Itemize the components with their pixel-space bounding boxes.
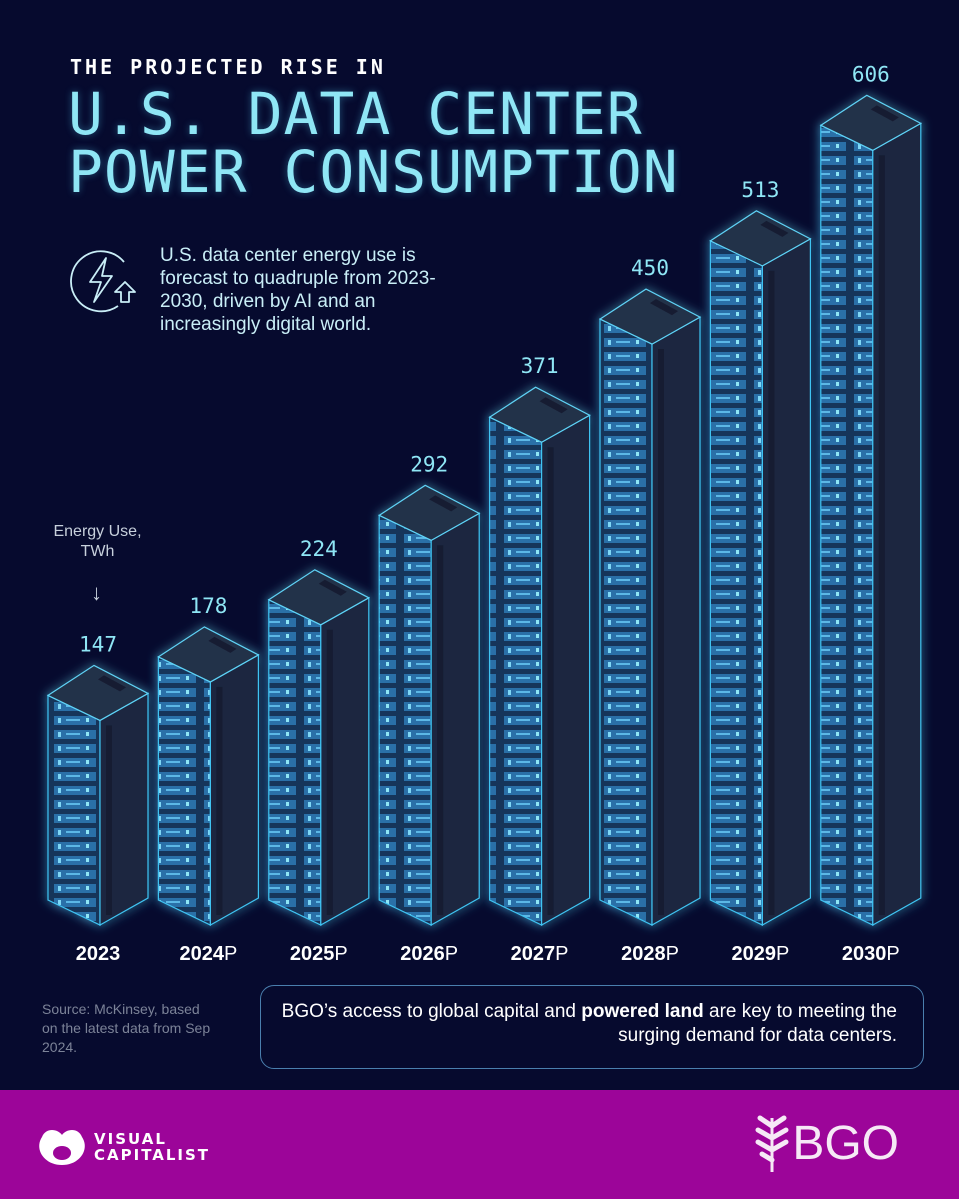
rack-front-face: [47, 694, 101, 926]
rack-top-vent: [760, 220, 789, 237]
bar-2025P: [267, 569, 371, 927]
page-title: U.S. DATA CENTER POWER CONSUMPTION: [68, 85, 679, 201]
bar-2023: [46, 664, 150, 927]
callout-bold: powered land: [581, 1001, 704, 1022]
visual-capitalist-logo: VISUAL CAPITALIST: [36, 1127, 210, 1167]
bar-2024P: [157, 626, 260, 927]
bar-2029P: [709, 210, 812, 927]
bar-2027P: [488, 386, 591, 927]
value-label: 224: [300, 537, 338, 561]
brand-left-line2: CAPITALIST: [94, 1146, 211, 1164]
rack-front-face: [709, 239, 764, 926]
year-label: 2024P: [179, 943, 237, 965]
callout-text-end: are key to meeting the surging demand fo…: [618, 1001, 897, 1046]
value-label: 450: [631, 256, 669, 280]
rack-side-seam: [878, 155, 885, 915]
rack-top-face: [157, 626, 260, 683]
kicker: THE PROJECTED RISE IN: [70, 55, 386, 79]
title-line-2: POWER CONSUMPTION: [68, 138, 679, 206]
rack-front-face: [157, 655, 211, 926]
value-label: 513: [741, 178, 779, 202]
source-note: Source: McKinsey, based on the latest da…: [42, 1001, 211, 1055]
callout-box: BGO’s access to global capital and power…: [260, 985, 924, 1069]
rack-top-face: [377, 484, 481, 542]
footer-bar: VISUAL CAPITALIST BGO: [0, 1090, 959, 1199]
rack-top-face: [709, 210, 812, 267]
year-label: 2030P: [842, 943, 900, 965]
rack-top-face: [46, 664, 150, 722]
brand-left-line1: VISUAL: [94, 1130, 167, 1148]
callout-text: BGO’s access to global capital and: [281, 1001, 582, 1022]
title-line-1: U.S. DATA CENTER: [68, 80, 643, 148]
rack-side-seam: [106, 725, 112, 915]
rack-top-vent: [650, 299, 678, 316]
year-label: 2028P: [621, 943, 679, 965]
arrow-down-icon: ↓: [91, 580, 102, 605]
rack-top-vent: [870, 105, 899, 122]
year-label: 2026P: [400, 943, 458, 965]
bgo-logo: BGO: [752, 1112, 899, 1174]
bar-2028P: [598, 288, 702, 927]
value-label: 178: [189, 594, 227, 618]
year-label: 2029P: [731, 943, 789, 965]
rack-top-vent: [98, 675, 126, 692]
value-label: 606: [852, 62, 890, 86]
intro-text: U.S. data center energy use is forecast …: [160, 245, 436, 335]
rack-front-face: [820, 124, 874, 926]
rack-side-seam: [326, 629, 333, 915]
rack-top-vent: [318, 579, 347, 596]
rack-top-vent: [539, 397, 568, 414]
rack-top-face: [488, 386, 591, 443]
value-label: 147: [79, 632, 117, 656]
year-label: 2023: [76, 943, 121, 965]
bar-chart: 147 2023 178 2024P 224 2025P 292 2026P 371 2027P 4…: [46, 62, 923, 965]
rack-front-face: [599, 318, 653, 926]
rack-side-seam: [437, 545, 444, 915]
value-label: 371: [521, 354, 559, 378]
rack-front-face: [378, 514, 432, 926]
value-label: 292: [410, 452, 448, 476]
rack-top-face: [598, 288, 702, 345]
rack-side-seam: [547, 447, 554, 915]
rack-side-seam: [658, 349, 664, 916]
rack-side-seam: [216, 686, 223, 915]
rack-top-face: [267, 569, 371, 626]
leaf-icon: [755, 1115, 789, 1172]
rack-side-seam: [768, 270, 775, 915]
year-label: 2025P: [290, 943, 348, 965]
bar-2026P: [377, 484, 481, 927]
visual-capitalist-icon: [39, 1130, 85, 1165]
rack-front-face: [268, 598, 322, 926]
rack-top-face: [819, 94, 923, 152]
bar-2030P: [819, 94, 923, 927]
lightning-bolt-up-arrow-icon: [70, 250, 136, 313]
year-label: 2027P: [511, 943, 569, 965]
brand-right: BGO: [792, 1116, 899, 1170]
rack-top-vent: [208, 636, 237, 653]
unit-label: Energy Use, TWh: [53, 523, 142, 560]
rack-top-vent: [429, 495, 458, 512]
rack-front-face: [489, 416, 543, 926]
